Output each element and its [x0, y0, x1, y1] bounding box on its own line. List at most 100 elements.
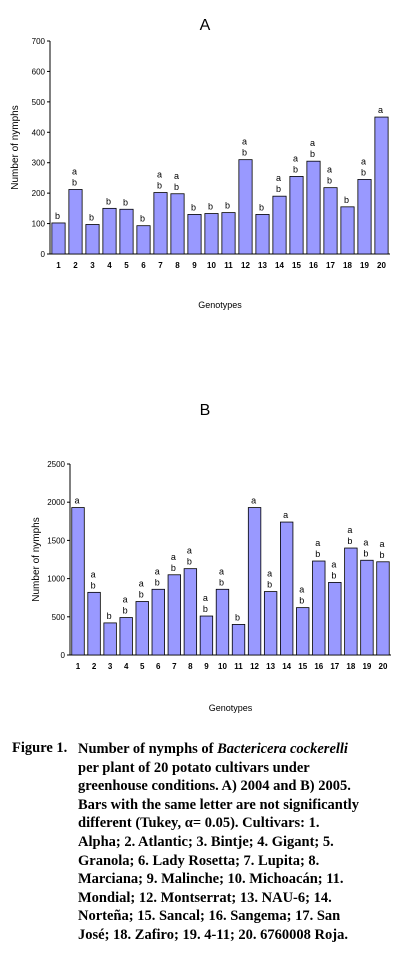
caption-species-name: Bactericera cockerelli	[217, 741, 348, 757]
significance-letter: a	[293, 153, 298, 163]
significance-letter: b	[106, 196, 111, 206]
significance-letter: a	[347, 525, 352, 535]
significance-letter: b	[242, 148, 247, 158]
bar	[215, 588, 230, 656]
bar	[187, 214, 202, 255]
significance-letter: a	[276, 173, 281, 183]
bar	[153, 192, 168, 255]
significance-letter: b	[139, 590, 144, 600]
x-tick-label: 16	[309, 261, 318, 270]
x-tick-label: 14	[282, 662, 291, 671]
significance-letter: b	[55, 211, 60, 221]
x-tick-label: 4	[107, 261, 112, 270]
caption-text-run: Mondial; 12. Montserrat; 13. NAU-6; 14.	[78, 889, 332, 906]
x-axis-title: Genotypes	[209, 703, 253, 713]
bar	[51, 222, 66, 255]
bar	[221, 212, 236, 255]
x-tick-label: 14	[275, 261, 284, 270]
significance-letter: b	[219, 577, 224, 587]
caption-label: Figure 1.	[12, 740, 68, 756]
significance-letter: b	[72, 177, 77, 187]
significance-letter: b	[276, 184, 281, 194]
y-tick-label: 1000	[47, 575, 65, 584]
caption-line: Marciana; 9. Malinche; 10. Michoacán; 11…	[78, 870, 396, 889]
x-tick-label: 8	[175, 261, 180, 270]
x-axis-title: Genotypes	[198, 300, 242, 310]
x-tick-label: 18	[343, 261, 352, 270]
bar	[376, 561, 390, 656]
caption-text-run: Bars with the same letter are not signif…	[78, 796, 359, 813]
caption-line: Bars with the same letter are not signif…	[78, 796, 396, 815]
x-tick-label: 13	[266, 662, 275, 671]
y-tick-label: 400	[32, 128, 46, 137]
x-tick-label: 3	[108, 662, 113, 671]
significance-letter: a	[378, 105, 383, 115]
x-tick-label: 17	[326, 261, 335, 270]
x-tick-label: 17	[330, 662, 339, 671]
bar	[360, 559, 374, 656]
bar	[102, 207, 117, 255]
x-tick-label: 10	[218, 662, 227, 671]
bar	[231, 624, 246, 656]
y-tick-label: 300	[32, 159, 46, 168]
caption-text-run: Number of nymphs of	[78, 741, 218, 757]
bar	[170, 193, 185, 255]
x-tick-label: 10	[207, 261, 216, 270]
caption-line: per plant of 20 potato cultivars under	[78, 759, 396, 778]
significance-letter: b	[235, 612, 240, 622]
significance-letter: a	[299, 585, 304, 595]
bar	[323, 187, 338, 255]
significance-letter: b	[363, 548, 368, 558]
y-tick-label: 200	[32, 189, 46, 198]
bar	[280, 521, 294, 656]
bar	[357, 179, 372, 255]
bar	[328, 582, 342, 656]
significance-letter: a	[75, 496, 80, 506]
significance-letter: b	[225, 201, 230, 211]
significance-letter: a	[251, 496, 256, 506]
caption-line: Alpha; 2. Atlantic; 3. Bintje; 4. Gigant…	[78, 833, 396, 852]
y-tick-label: 100	[32, 220, 46, 229]
x-tick-label: 6	[156, 662, 161, 671]
significance-letter: b	[344, 195, 349, 205]
caption-line: José; 18. Zafiro; 19. 4-11; 20. 6760008 …	[78, 926, 396, 945]
significance-letter: b	[299, 596, 304, 606]
significance-letter: a	[331, 559, 336, 569]
bar	[85, 224, 100, 255]
x-tick-label: 5	[140, 662, 145, 671]
bar	[306, 160, 321, 255]
x-tick-label: 16	[314, 662, 323, 671]
bar	[68, 189, 83, 255]
significance-letter: a	[267, 569, 272, 579]
caption-text-run: Marciana; 9. Malinche; 10. Michoacán; 11…	[78, 871, 344, 888]
y-tick-label: 600	[32, 67, 46, 76]
x-tick-label: 6	[141, 261, 146, 270]
bar	[151, 588, 165, 656]
x-tick-label: 8	[188, 662, 193, 671]
y-tick-label: 0	[61, 651, 66, 660]
bar	[119, 617, 133, 656]
x-tick-label: 1	[56, 261, 61, 270]
significance-letter: b	[91, 580, 96, 590]
bar	[374, 116, 389, 255]
significance-letter: a	[283, 510, 288, 520]
significance-letter: b	[379, 550, 384, 560]
bar	[204, 213, 219, 255]
significance-letter: b	[347, 536, 352, 546]
caption-text-run: Norteña; 15. Sancal; 16. Sangema; 17. Sa…	[78, 908, 341, 925]
y-axis-title: Number of nymphs	[31, 517, 42, 601]
significance-letter: b	[293, 164, 298, 174]
panel-label: B	[200, 402, 211, 419]
caption-line: different (Tukey, α= 0.05). Cultivars: 1…	[78, 814, 396, 833]
significance-letter: a	[219, 566, 224, 576]
caption-line: Number of nymphs of Bactericera cockerel…	[78, 740, 396, 759]
significance-letter: b	[267, 580, 272, 590]
bar	[119, 208, 134, 255]
significance-letter: a	[123, 595, 128, 605]
x-tick-label: 9	[192, 261, 197, 270]
x-tick-label: 20	[379, 662, 388, 671]
bar	[103, 622, 117, 656]
y-tick-label: 2000	[47, 498, 65, 507]
significance-letter: b	[107, 611, 112, 621]
x-tick-label: 3	[90, 261, 95, 270]
